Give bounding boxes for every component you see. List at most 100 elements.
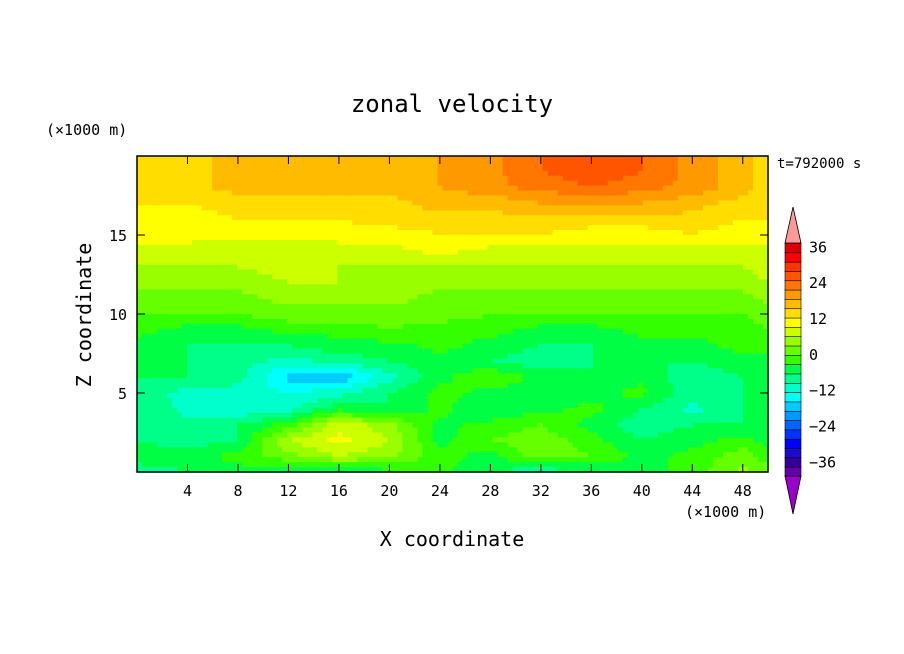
field-cell [602,318,609,325]
field-cell [197,160,203,167]
field-cell [602,170,609,177]
field-cell [472,225,479,231]
field-cell [637,205,644,211]
field-cell [207,235,213,241]
field-cell [267,279,273,285]
field-cell [222,156,228,162]
field-cell [187,328,193,335]
field-cell [422,269,429,276]
field-cell [462,225,469,231]
field-cell [457,235,464,241]
field-cell [717,249,724,256]
field-cell [177,299,183,305]
field-cell [357,205,363,211]
field-cell [552,289,559,295]
field-cell [227,333,233,340]
field-cell [262,328,268,335]
field-cell [247,170,253,177]
field-cell [597,160,604,167]
field-cell [457,294,464,300]
field-cell [462,175,469,182]
field-cell [167,200,173,206]
field-cell [307,338,313,345]
field-cell [347,239,353,246]
field-cell [337,289,343,295]
field-cell [577,284,584,290]
field-cell [302,284,308,290]
field-cell [527,220,534,226]
field-cell [142,220,148,226]
field-cell [352,299,358,305]
field-cell [137,264,143,271]
field-cell [377,284,383,290]
field-cell [517,348,524,355]
field-cell [142,244,148,251]
field-cell [622,175,629,182]
field-cell [272,284,278,290]
field-cell [707,343,714,350]
field-cell [372,185,378,192]
field-cell [252,180,258,187]
field-cell [362,195,368,202]
field-cell [217,264,223,271]
field-cell [572,309,579,315]
field-cell [342,284,348,290]
field-cell [752,215,759,221]
field-cell [427,289,434,295]
field-cell [202,200,208,206]
field-cell [652,269,659,276]
field-cell [717,156,724,162]
field-cell [592,235,599,241]
field-cell [247,239,253,246]
field-cell [177,230,183,236]
field-cell [527,205,534,211]
field-cell [662,343,669,350]
field-cell [417,274,424,281]
field-cell [162,190,168,197]
field-cell [397,185,404,192]
field-cell [697,165,704,172]
field-cell [242,244,248,251]
field-cell [697,279,704,285]
field-cell [342,274,348,281]
field-cell [292,165,298,172]
field-cell [672,333,679,340]
field-cell [707,180,714,187]
field-cell [477,343,484,350]
field-cell [672,205,679,211]
field-cell [412,333,419,340]
field-cell [312,259,318,266]
field-cell [632,338,639,345]
field-cell [452,294,459,300]
field-cell [477,210,484,216]
field-cell [747,156,754,162]
field-cell [487,235,494,241]
field-cell [607,160,614,167]
field-cell [617,284,624,290]
field-cell [407,304,414,310]
field-cell [457,274,464,281]
field-cell [277,205,283,211]
field-cell [447,318,454,325]
field-cell [467,195,474,202]
field-cell [667,190,674,197]
field-cell [542,180,549,187]
field-cell [667,269,674,276]
field-cell [267,284,273,290]
field-cell [662,274,669,281]
field-cell [607,338,614,345]
field-cell [457,195,464,202]
field-cell [327,343,333,350]
field-cell [662,249,669,256]
field-cell [747,338,754,345]
field-cell [187,318,193,325]
field-cell [157,225,163,231]
field-cell [167,274,173,281]
field-cell [217,299,223,305]
field-cell [157,299,163,305]
field-cell [557,249,564,256]
field-cell [392,348,399,355]
field-cell [662,180,669,187]
field-cell [677,249,684,256]
field-cell [437,239,444,246]
